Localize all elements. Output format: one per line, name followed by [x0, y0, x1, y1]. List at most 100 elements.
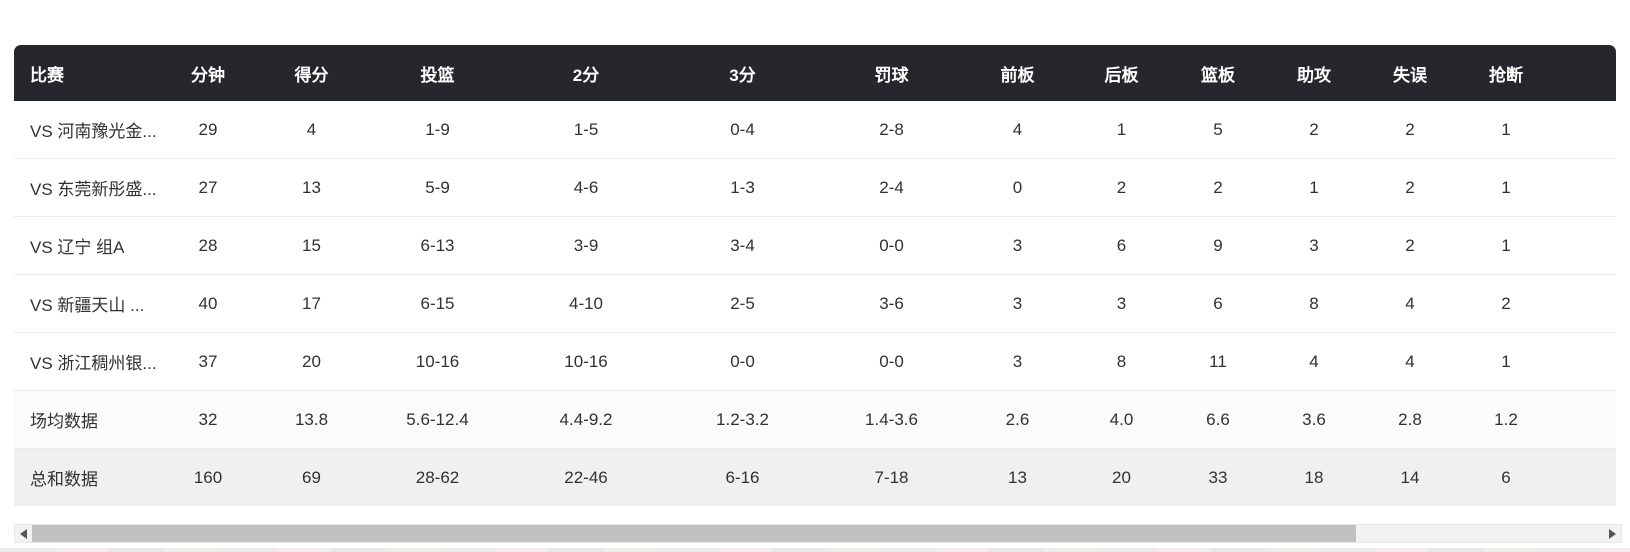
table-cell: 28-62: [367, 448, 508, 506]
table-cell: 6-13: [367, 216, 508, 275]
column-header-8: 后板: [1073, 45, 1170, 101]
table-cell: 4: [1362, 332, 1458, 391]
table-cell: 10-16: [367, 332, 508, 391]
scroll-left-button[interactable]: [15, 525, 32, 542]
next-content-edge: [0, 548, 1630, 552]
table-cell: 6: [1170, 274, 1266, 333]
column-header-1: 分钟: [160, 45, 256, 101]
table-cell: 3: [1073, 274, 1170, 333]
table-cell: 2.6: [962, 390, 1073, 449]
table-cell: 4-6: [508, 158, 664, 217]
table-cell: 4: [256, 101, 367, 159]
column-header-3: 投篮: [367, 45, 508, 101]
table-cell: 28: [160, 216, 256, 275]
table-cell: 14: [1362, 448, 1458, 506]
row-label: 总和数据: [14, 448, 160, 506]
table-cell: 1: [1458, 101, 1616, 159]
table-cell: 15: [256, 216, 367, 275]
table-cell: 6-16: [664, 448, 821, 506]
table-cell: 18: [1266, 448, 1362, 506]
table-cell: 1-3: [664, 158, 821, 217]
table-cell: 2-5: [664, 274, 821, 333]
table-cell: 1: [1458, 158, 1616, 217]
table-cell: 2-8: [821, 101, 962, 159]
table-cell: 17: [256, 274, 367, 333]
row-label: VS 新疆天山 ...: [14, 274, 160, 333]
column-header-11: 失误: [1362, 45, 1458, 101]
column-header-4: 2分: [508, 45, 664, 101]
table-cell: 4: [1362, 274, 1458, 333]
table-cell: 1: [1266, 158, 1362, 217]
table-header-row: 比赛 分钟 得分 投篮 2分 3分 罚球 前板 后板 篮板 助攻 失误 抢断: [14, 45, 1616, 101]
scroll-right-arrow-icon: [1609, 528, 1616, 539]
table-cell: 0-0: [821, 216, 962, 275]
table-cell: 0-4: [664, 101, 821, 159]
scrollbar-track[interactable]: [32, 525, 1604, 542]
scroll-right-button[interactable]: [1604, 525, 1621, 542]
table-cell: 1: [1458, 332, 1616, 391]
stats-table-container: 比赛 分钟 得分 投篮 2分 3分 罚球 前板 后板 篮板 助攻 失误 抢断 VS 河南豫光金... 29…: [14, 45, 1616, 506]
table-cell: 13: [256, 158, 367, 217]
table-cell: 2: [1362, 158, 1458, 217]
table-cell: 3.6: [1266, 390, 1362, 449]
column-header-10: 助攻: [1266, 45, 1362, 101]
table-cell: 1-9: [367, 101, 508, 159]
scroll-left-arrow-icon: [20, 528, 27, 539]
table-row-game-0: VS 河南豫光金... 29 4 1-9 1-5 0-4 2-8 4 1 5 2 2 1: [14, 101, 1616, 159]
table-cell: 2: [1266, 101, 1362, 159]
table-cell: 4.0: [1073, 390, 1170, 449]
column-header-0: 比赛: [14, 45, 160, 101]
table-cell: 1-5: [508, 101, 664, 159]
table-cell: 1.2-3.2: [664, 390, 821, 449]
table-cell: 69: [256, 448, 367, 506]
column-header-6: 罚球: [821, 45, 962, 101]
player-stats-table: 比赛 分钟 得分 投篮 2分 3分 罚球 前板 后板 篮板 助攻 失误 抢断 VS 河南豫光金... 29…: [14, 45, 1616, 506]
table-cell: 3: [1266, 216, 1362, 275]
table-cell: 2: [1362, 101, 1458, 159]
table-cell: 5.6-12.4: [367, 390, 508, 449]
table-cell: 32: [160, 390, 256, 449]
table-cell: 20: [1073, 448, 1170, 506]
table-cell: 3: [962, 216, 1073, 275]
table-row-game-1: VS 东莞新彤盛... 27 13 5-9 4-6 1-3 2-4 0 2 2 1 2 1: [14, 158, 1616, 217]
table-cell: 2: [1458, 274, 1616, 333]
table-row-game-2: VS 辽宁 组A 28 15 6-13 3-9 3-4 0-0 3 6 9 3 2 1: [14, 216, 1616, 275]
table-row-game-4: VS 浙江稠州银... 37 20 10-16 10-16 0-0 0-0 3 8 11 4 4 1: [14, 332, 1616, 391]
table-cell: 5-9: [367, 158, 508, 217]
table-cell: 11: [1170, 332, 1266, 391]
table-header: 比赛 分钟 得分 投篮 2分 3分 罚球 前板 后板 篮板 助攻 失误 抢断: [14, 45, 1616, 101]
table-cell: 6-15: [367, 274, 508, 333]
column-header-9: 篮板: [1170, 45, 1266, 101]
table-cell: 6: [1073, 216, 1170, 275]
table-cell: 3-9: [508, 216, 664, 275]
column-header-12: 抢断: [1458, 45, 1616, 101]
scrollbar-thumb[interactable]: [32, 525, 1356, 542]
table-cell: 13.8: [256, 390, 367, 449]
table-cell: 1: [1073, 101, 1170, 159]
row-label: VS 浙江稠州银...: [14, 332, 160, 391]
row-label: VS 河南豫光金...: [14, 101, 160, 159]
table-cell: 2: [1073, 158, 1170, 217]
table-cell: 33: [1170, 448, 1266, 506]
table-cell: 29: [160, 101, 256, 159]
table-cell: 7-18: [821, 448, 962, 506]
table-cell: 4: [1266, 332, 1362, 391]
horizontal-scrollbar[interactable]: [14, 524, 1622, 543]
table-cell: 0-0: [664, 332, 821, 391]
table-cell: 37: [160, 332, 256, 391]
table-cell: 3-4: [664, 216, 821, 275]
table-body: VS 河南豫光金... 29 4 1-9 1-5 0-4 2-8 4 1 5 2 2 1 VS 东莞新彤盛…: [14, 101, 1616, 506]
table-cell: 4.4-9.2: [508, 390, 664, 449]
column-header-2: 得分: [256, 45, 367, 101]
table-cell: 8: [1266, 274, 1362, 333]
table-row-average-5: 场均数据 32 13.8 5.6-12.4 4.4-9.2 1.2-3.2 1.4-3.6 2…: [14, 390, 1616, 449]
table-cell: 1.4-3.6: [821, 390, 962, 449]
table-cell: 2: [1362, 216, 1458, 275]
row-label: VS 东莞新彤盛...: [14, 158, 160, 217]
table-cell: 4: [962, 101, 1073, 159]
table-cell: 5: [1170, 101, 1266, 159]
table-cell: 13: [962, 448, 1073, 506]
table-cell: 3-6: [821, 274, 962, 333]
row-label: 场均数据: [14, 390, 160, 449]
table-cell: 0: [962, 158, 1073, 217]
